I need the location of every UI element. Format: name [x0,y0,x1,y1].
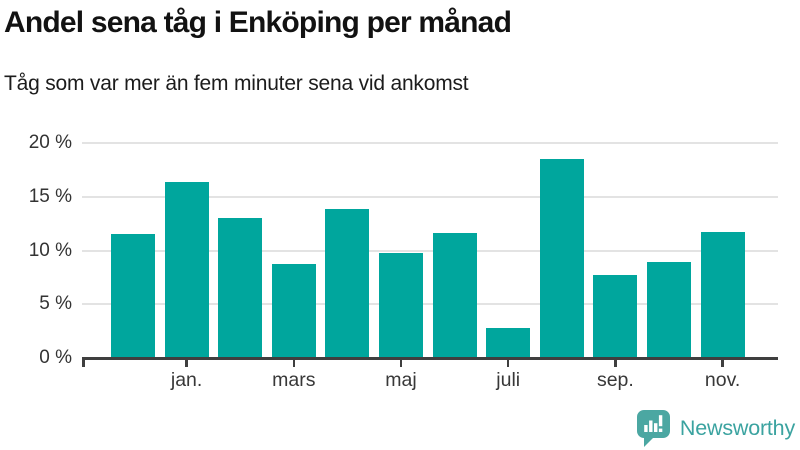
y-gridline [82,195,778,198]
y-gridline [82,142,778,144]
x-axis-tick [399,360,403,367]
y-axis-tick-label: 15 % [28,185,72,207]
y-axis-tick-label: 10 % [28,239,72,261]
x-axis-tick-label: sep. [596,369,634,391]
bar [379,252,423,358]
y-axis-tick-label: 5 % [39,293,72,315]
y-gridline [82,303,778,306]
x-axis-tick [185,360,188,367]
chart-subtitle: Tåg som var mer än fem minuter sena vid … [4,72,469,95]
bar [164,181,209,358]
y-gridline [82,249,778,252]
x-axis-tick-label: maj [385,369,417,391]
bar [218,218,263,358]
x-axis-tick-label: mars [272,369,316,391]
x-axis-tick [292,360,296,367]
bar [271,264,316,358]
bar [593,275,638,358]
bar [486,327,531,358]
chart-title: Andel sena tåg i Enköping per månad [4,6,512,39]
x-axis-tick [721,360,724,367]
y-axis-tick-label: 0 % [39,347,72,368]
y-axis-tick-label: 20 % [28,132,72,153]
newsworthy-icon [636,410,670,447]
bar [647,262,691,358]
newsworthy-wordmark: Newsworthy [679,416,795,440]
x-axis-tick-label: jan. [170,369,203,391]
x-axis-origin-tick [82,360,85,367]
x-axis-tick [506,360,510,367]
bar [432,233,477,358]
bar [111,234,155,358]
x-axis-tick [614,360,617,367]
x-axis-tick-label: juli [496,369,521,391]
x-axis-line [82,357,778,360]
x-axis-tick-label: nov. [704,369,741,391]
bar [539,159,584,358]
bar [700,232,745,358]
newsworthy-logo: Newsworthy [636,409,795,448]
bar [325,208,370,358]
